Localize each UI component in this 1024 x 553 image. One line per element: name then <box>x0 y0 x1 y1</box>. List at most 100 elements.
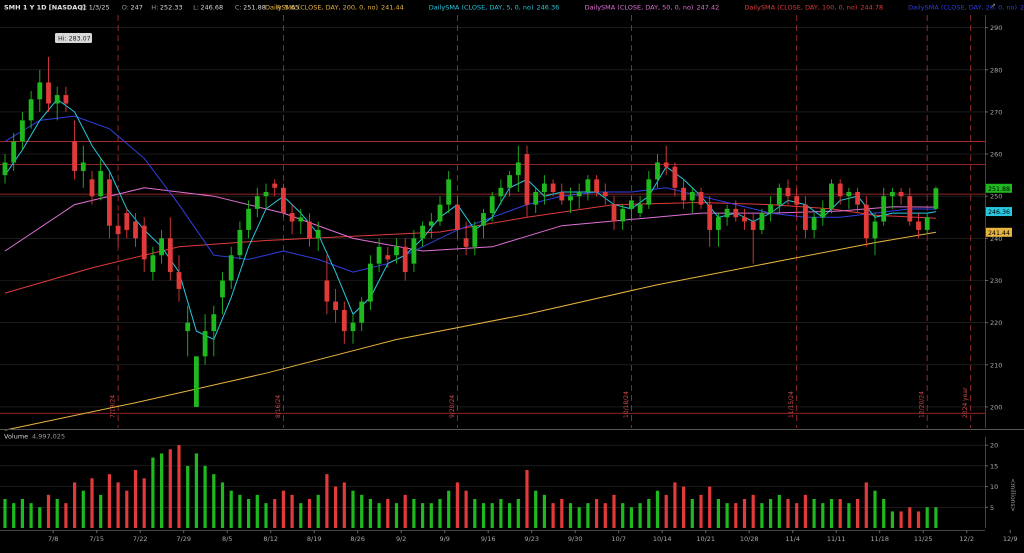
volume-panel[interactable]: Volume 4,997,025 20 15 10 5 <millions> <box>0 429 1024 529</box>
candle-body <box>402 246 408 273</box>
study-name[interactable]: DailySMA (CLOSE, DAY, 20, 0, no) <box>908 4 1017 12</box>
price-badge: 246.36 <box>986 207 1012 217</box>
study-legend-item: DailySMA (CLOSE, DAY, 5, 0, no) 246.36 <box>429 4 560 12</box>
candle <box>550 179 556 197</box>
volume-bar <box>786 499 790 528</box>
candle-body <box>63 95 69 104</box>
price-tick-label: 270 <box>990 108 1002 116</box>
candle <box>568 187 573 214</box>
price-axis[interactable]: 290 280 270 260 250 240 230 220 210 200 251.88 246.… <box>985 2 1012 428</box>
volume-bar <box>490 503 494 528</box>
time-axis[interactable]: 7/8 7/15 7/22 7/29 8/5 8/12 8/19 8/26 9/2 9/9 9/16… <box>0 530 1024 543</box>
quote-label: D: <box>80 4 87 12</box>
volume-bar <box>203 465 207 528</box>
volume-bar <box>603 503 607 528</box>
volume-bar <box>238 494 242 528</box>
candle <box>80 145 86 188</box>
vertical-marker-label: 11/15/24 <box>788 391 795 418</box>
study-name[interactable]: DailySMA (CLOSE, DAY, 50, 0, no) <box>585 4 694 12</box>
volume-bar <box>473 499 477 528</box>
candle-body <box>907 196 913 222</box>
candle-body <box>72 141 77 171</box>
candle <box>141 217 147 273</box>
time-tick-label: 10/28 <box>740 535 759 543</box>
volume-bar <box>368 499 372 528</box>
candle <box>759 208 765 235</box>
volume-bar <box>508 503 512 528</box>
candle-body <box>115 225 121 235</box>
volume-bar <box>925 507 929 528</box>
study-name[interactable]: DailySMA (CLOSE, DAY, 100, 0, no) <box>744 4 857 12</box>
candle-body <box>829 183 834 209</box>
candle-body <box>776 187 782 205</box>
candle <box>98 158 104 201</box>
volume-bar <box>586 503 590 528</box>
volume-bar <box>177 445 181 528</box>
candle-body <box>463 238 469 247</box>
price-panel[interactable]: 7/19/24 8/16/24 9/20/24 10/18/24 11/15/24 12/… <box>0 2 1012 431</box>
volume-bar <box>307 499 312 528</box>
volume-axis[interactable]: 20 15 10 5 <box>985 437 998 528</box>
candle-body <box>515 162 521 176</box>
study-name[interactable]: DailySMA (CLOSE, DAY, 200, 0, no) <box>265 4 378 12</box>
candle-body <box>681 187 686 201</box>
candle <box>202 314 208 365</box>
candle-body <box>550 183 556 192</box>
quote-value: 5.65 <box>285 4 299 12</box>
candle <box>185 305 191 357</box>
volume-bar <box>334 486 338 528</box>
candle <box>446 170 452 214</box>
candle-body <box>742 217 747 222</box>
volume-bar <box>116 482 120 528</box>
candle <box>37 69 43 112</box>
time-tick-label: 11/25 <box>914 535 933 543</box>
study-legend-item: DailySMA (CLOSE, DAY, 100, 0, no) 244.78 <box>744 4 883 12</box>
candle <box>324 255 330 315</box>
candle-body <box>385 255 391 260</box>
volume-bar <box>934 507 938 528</box>
candle-body <box>855 192 860 205</box>
candle-body <box>11 141 17 163</box>
candle <box>655 154 660 188</box>
candle <box>359 297 365 332</box>
hi-annotation-text: Hi: 283.07 <box>58 36 91 43</box>
volume-bar <box>151 457 155 528</box>
candle <box>46 56 51 112</box>
candle-body <box>472 225 478 247</box>
candle-body <box>489 196 495 214</box>
candle <box>785 179 791 205</box>
candle-body <box>437 204 443 222</box>
candle-body <box>637 204 643 214</box>
candle <box>629 196 634 222</box>
candle <box>428 213 434 239</box>
study-name[interactable]: DailySMA (CLOSE, DAY, 5, 0, no) <box>429 4 534 12</box>
volume-bar <box>438 499 442 528</box>
candle <box>455 196 460 239</box>
candle <box>681 179 686 209</box>
candle-body <box>2 162 8 176</box>
candle <box>733 200 739 222</box>
volume-bar <box>803 494 807 528</box>
candle <box>924 213 930 235</box>
candle <box>585 175 591 201</box>
time-tick-label: 8/26 <box>350 535 365 543</box>
candle-body <box>455 204 460 230</box>
volume-bar <box>255 494 259 528</box>
candle <box>837 179 843 205</box>
volume-bar <box>760 503 764 528</box>
volume-bar <box>12 503 16 528</box>
candle-body <box>307 221 312 239</box>
quote-d: D: 1/3/25 <box>80 4 110 12</box>
candle <box>72 120 77 180</box>
candle-body <box>481 213 486 226</box>
time-tick-label: 9/9 <box>439 535 449 543</box>
volume-bar <box>377 503 381 528</box>
study-value: 246.94 <box>1020 4 1024 12</box>
symbol-label[interactable]: SMH 1 Y 1D [NASDAQ] <box>4 4 86 12</box>
candle <box>881 187 887 226</box>
time-tick-label: 11/11 <box>827 535 846 543</box>
candle-body <box>428 221 434 226</box>
candle-body <box>194 356 199 407</box>
